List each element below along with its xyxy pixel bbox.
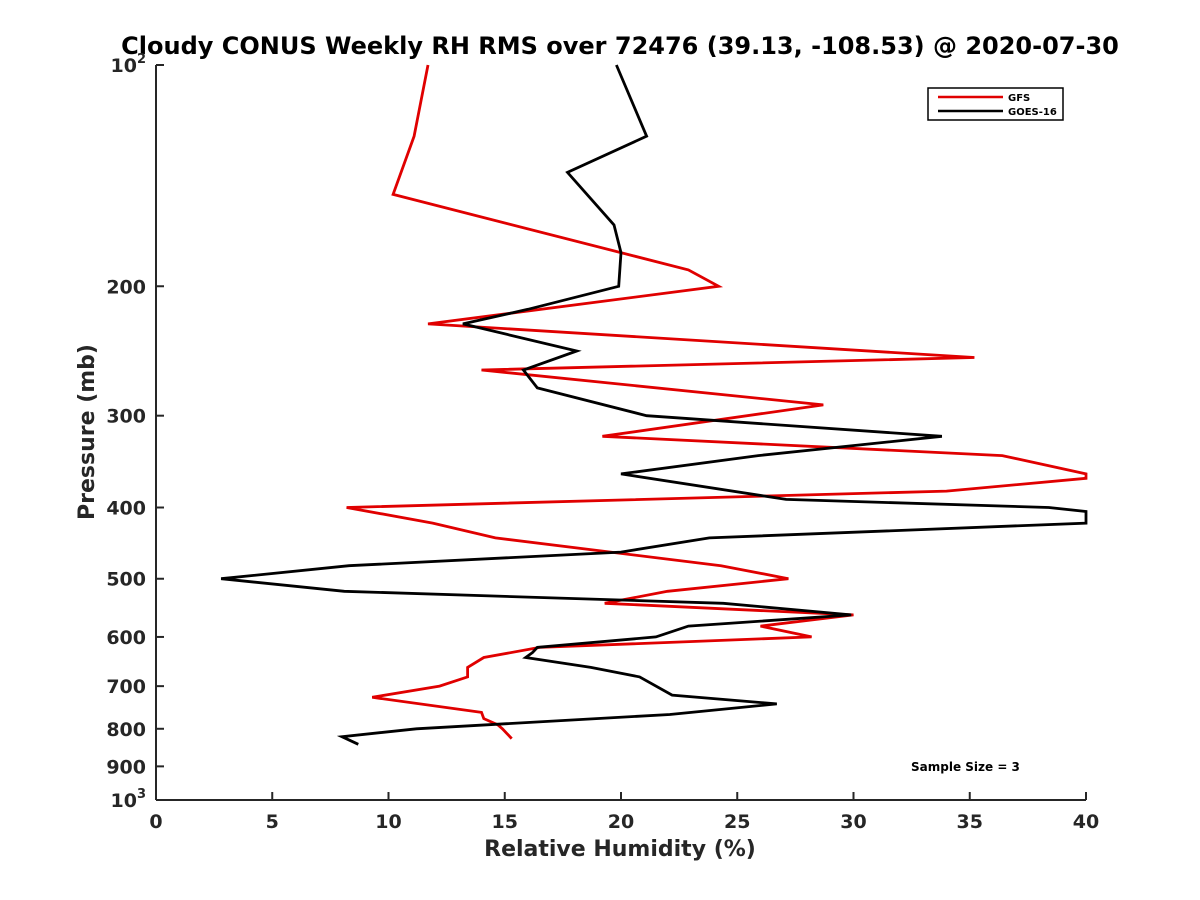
- series-line-goes16: [220, 64, 1088, 746]
- x-tick-label: 20: [608, 811, 634, 833]
- y-tick-label: 900: [106, 756, 146, 778]
- x-tick-label: 40: [1073, 811, 1099, 833]
- x-tick-label: 0: [149, 811, 162, 833]
- y-ticks: 102 200 300 400 500 600 700 800 900 103: [106, 52, 164, 812]
- y-tick-label: 500: [106, 569, 146, 591]
- x-ticks: 0 5 10 15 20 25 30 35 40: [149, 792, 1099, 833]
- x-tick-label: 15: [492, 811, 518, 833]
- y-axis-label: Pressure (mb): [75, 344, 100, 520]
- y-tick-label: 400: [106, 498, 146, 520]
- series-line-gfs: [346, 64, 1088, 740]
- x-axis-label: Relative Humidity (%): [484, 837, 756, 862]
- x-tick-label: 5: [266, 811, 279, 833]
- legend-box: [927, 87, 1064, 121]
- legend: GFS GOES-16: [927, 87, 1064, 121]
- chart-title: Cloudy CONUS Weekly RH RMS over 72476 (3…: [121, 32, 1119, 60]
- series-lines: [220, 64, 1088, 746]
- y-tick-label: 300: [106, 406, 146, 428]
- x-tick-label: 35: [957, 811, 983, 833]
- legend-label-gfs: GFS: [1008, 93, 1030, 104]
- x-tick-label: 30: [840, 811, 866, 833]
- legend-label-goes16: GOES-16: [1008, 107, 1057, 118]
- y-tick-label: 102: [111, 52, 147, 77]
- x-tick-label: 10: [375, 811, 401, 833]
- y-tick-label: 800: [106, 719, 146, 741]
- x-tick-label: 25: [724, 811, 750, 833]
- y-tick-label: 700: [106, 676, 146, 698]
- y-tick-label: 600: [106, 627, 146, 649]
- sample-size-annotation: Sample Size = 3: [911, 760, 1020, 774]
- y-tick-label: 200: [106, 276, 146, 298]
- y-tick-label: 103: [111, 787, 147, 812]
